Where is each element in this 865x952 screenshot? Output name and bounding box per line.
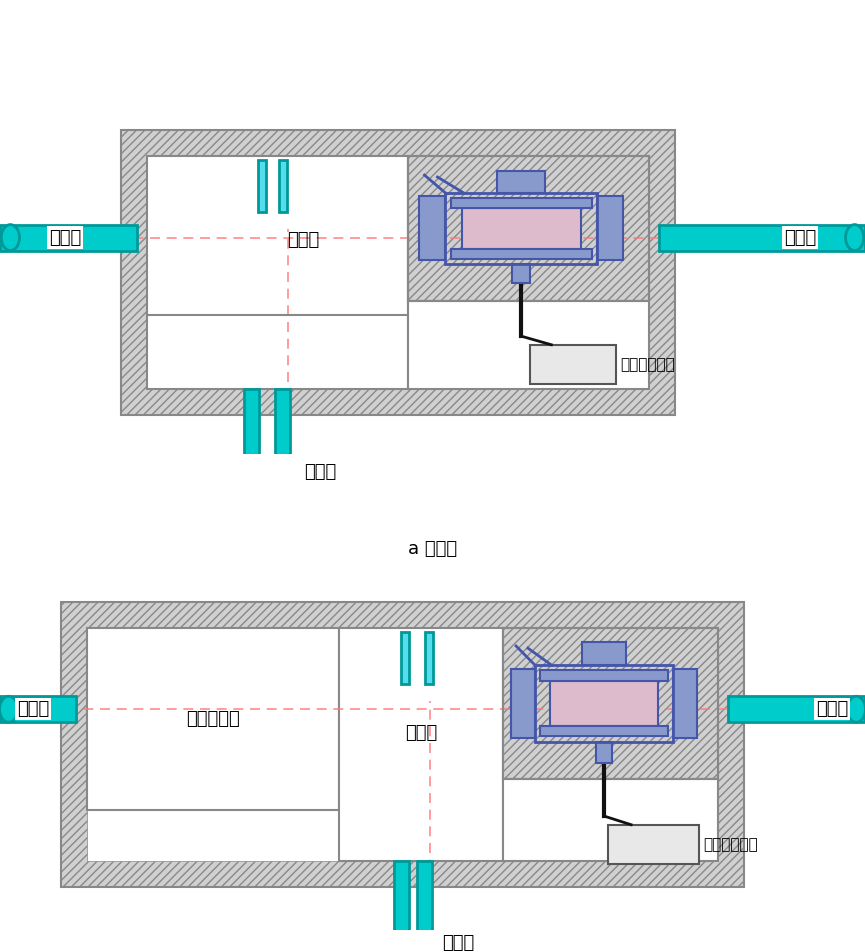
Ellipse shape xyxy=(0,696,18,723)
Text: 固定堰: 固定堰 xyxy=(287,231,320,248)
Bar xyxy=(408,156,649,301)
Bar xyxy=(339,627,503,861)
Bar xyxy=(529,345,616,384)
Text: 出水管: 出水管 xyxy=(442,934,474,952)
Bar xyxy=(451,248,592,259)
Bar xyxy=(86,627,718,861)
Bar xyxy=(596,742,612,763)
Text: 进水管: 进水管 xyxy=(16,701,49,718)
Bar xyxy=(86,627,339,809)
Ellipse shape xyxy=(846,225,863,250)
Bar xyxy=(511,669,535,738)
Bar xyxy=(147,156,649,389)
Bar xyxy=(582,642,626,665)
Bar xyxy=(275,389,291,498)
Bar xyxy=(462,208,580,248)
Text: 截污管: 截污管 xyxy=(816,701,849,718)
Bar xyxy=(61,602,744,887)
Bar xyxy=(121,129,675,415)
Bar xyxy=(0,696,76,723)
Bar xyxy=(445,192,597,264)
Bar xyxy=(512,264,529,284)
Bar xyxy=(258,160,266,212)
Bar xyxy=(540,670,669,681)
Bar xyxy=(608,824,699,863)
Bar xyxy=(420,196,445,260)
Bar xyxy=(503,780,718,861)
Ellipse shape xyxy=(848,696,865,723)
Bar xyxy=(497,171,545,192)
Bar xyxy=(503,627,718,780)
Bar xyxy=(0,225,137,250)
Bar xyxy=(728,696,865,723)
Bar xyxy=(673,669,697,738)
Bar xyxy=(408,156,649,301)
Bar xyxy=(400,632,408,684)
Text: 均质调蓄段: 均质调蓄段 xyxy=(186,709,240,727)
Bar xyxy=(244,389,260,498)
Bar xyxy=(451,198,592,208)
Text: 出水管: 出水管 xyxy=(304,463,336,481)
Bar xyxy=(540,725,669,736)
Bar xyxy=(426,632,433,684)
Text: 气动控制系统: 气动控制系统 xyxy=(703,837,759,852)
Bar xyxy=(659,225,865,250)
Text: 进水管: 进水管 xyxy=(48,228,81,247)
Bar xyxy=(408,301,649,389)
Bar xyxy=(394,861,409,952)
Bar xyxy=(503,627,718,780)
Bar xyxy=(550,681,658,725)
Bar xyxy=(597,196,623,260)
Bar xyxy=(279,160,286,212)
Text: a 改进前: a 改进前 xyxy=(408,541,457,559)
Text: 固定堰: 固定堰 xyxy=(405,724,438,742)
Bar xyxy=(417,861,432,952)
Bar xyxy=(535,665,673,742)
Bar xyxy=(147,156,408,389)
Ellipse shape xyxy=(2,225,19,250)
Text: 截污管: 截污管 xyxy=(784,228,817,247)
Text: 气动控制系统: 气动控制系统 xyxy=(620,357,676,371)
